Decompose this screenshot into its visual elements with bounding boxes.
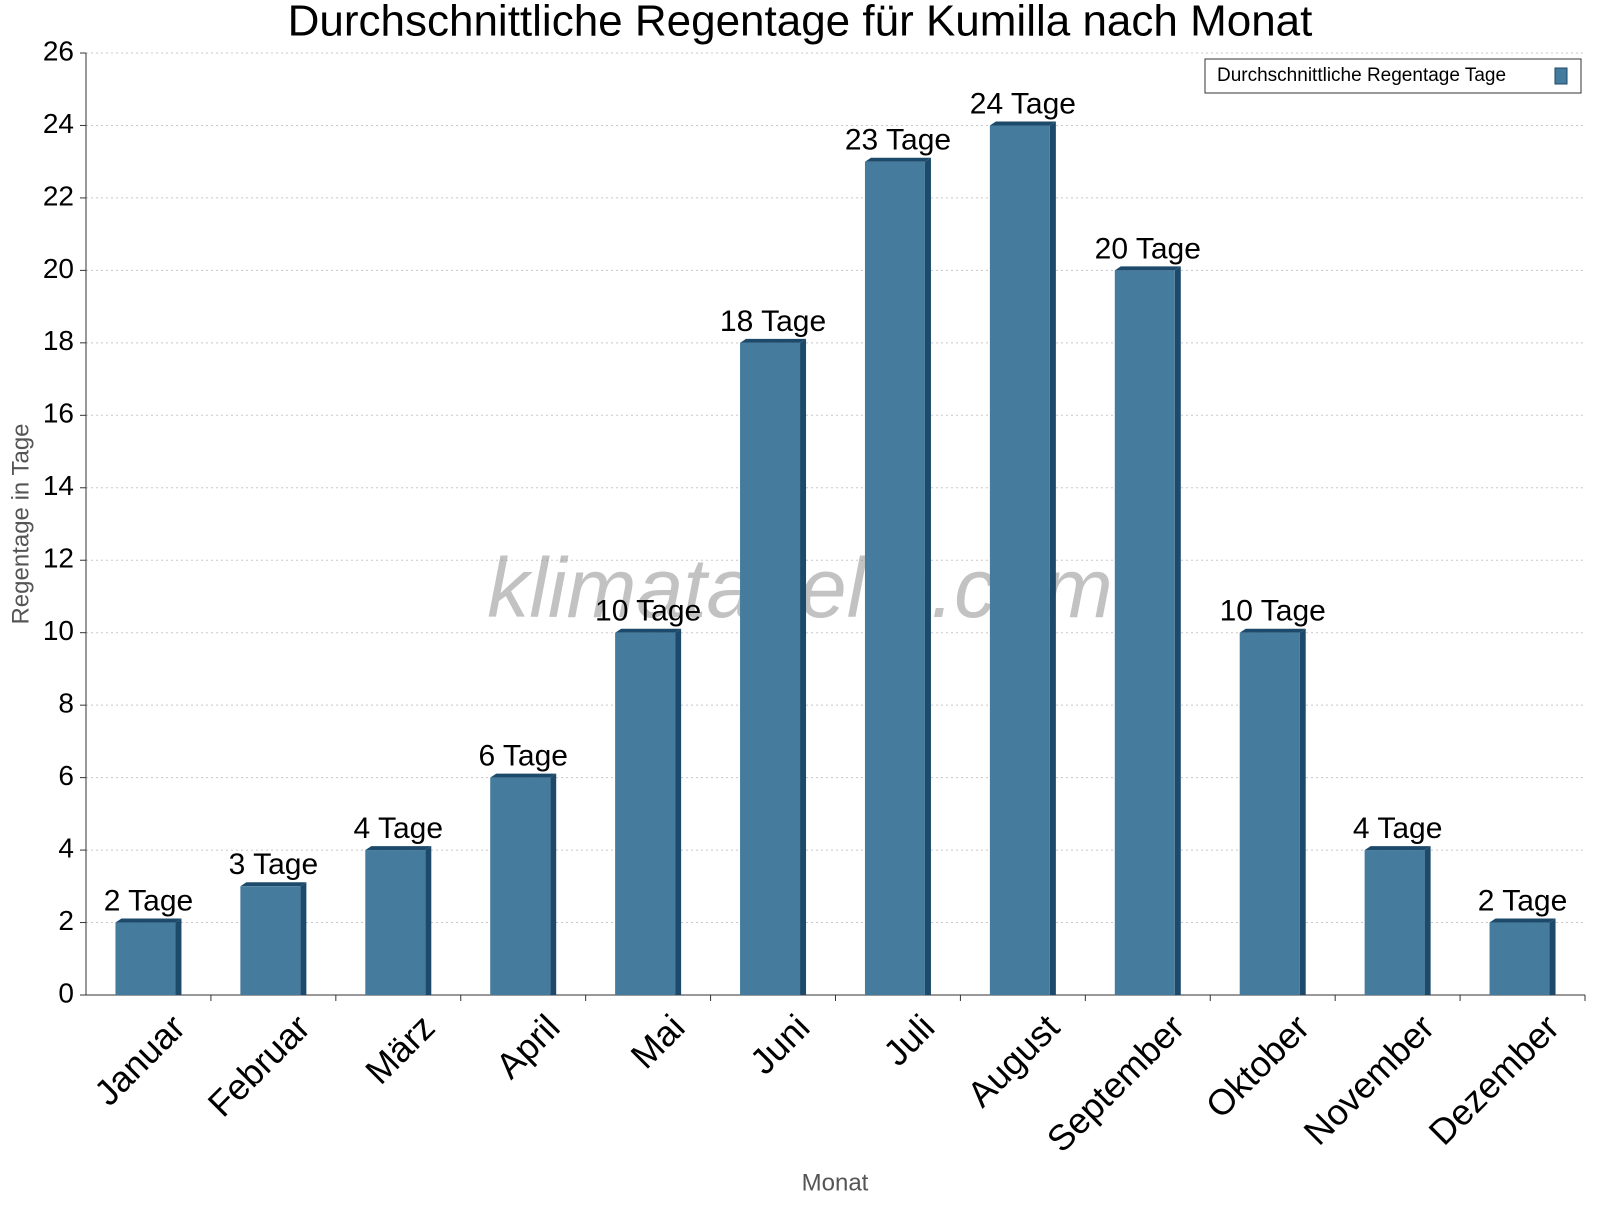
- bar-group: [115, 918, 182, 995]
- bar-top: [365, 846, 432, 851]
- bar-top: [864, 157, 931, 162]
- bar-side: [1549, 918, 1556, 995]
- x-tick-label: April: [488, 1006, 568, 1086]
- data-label: 20 Tage: [1095, 232, 1201, 265]
- bar-top: [1364, 846, 1431, 851]
- bar-side: [924, 157, 931, 995]
- bar: [1114, 270, 1175, 995]
- bar-group: [989, 121, 1056, 995]
- x-axis-label: Monat: [802, 1169, 869, 1196]
- data-label: 4 Tage: [1353, 812, 1443, 845]
- bar-top: [989, 121, 1056, 126]
- bar-side: [1424, 846, 1431, 995]
- bar-group: [615, 628, 682, 995]
- y-tick-label: 20: [43, 253, 74, 284]
- x-tick-label: Mai: [622, 1006, 692, 1076]
- x-tick-label: März: [357, 1006, 443, 1092]
- y-tick-label: 0: [58, 977, 74, 1008]
- y-tick-label: 14: [43, 470, 74, 501]
- legend-box: [1204, 58, 1582, 94]
- bar-group: [1114, 266, 1181, 995]
- bar: [615, 632, 676, 995]
- y-tick-label: 26: [43, 35, 74, 66]
- y-axis-label: Regentage in Tage: [7, 423, 34, 624]
- bar: [740, 342, 801, 995]
- x-tick-label: November: [1296, 1006, 1442, 1152]
- bar: [989, 125, 1050, 995]
- bar-top: [240, 882, 307, 887]
- bar: [1489, 922, 1550, 995]
- bar: [240, 886, 301, 995]
- y-tick-label: 2: [58, 905, 74, 936]
- bar-side: [550, 773, 557, 995]
- bar: [1364, 850, 1425, 995]
- bar-top: [1489, 918, 1556, 923]
- y-tick-label: 12: [43, 543, 74, 574]
- x-tick-label: Juni: [742, 1006, 818, 1082]
- bar-group: [490, 773, 557, 995]
- bar-side: [800, 338, 807, 995]
- bar-side: [1299, 628, 1306, 995]
- bar: [864, 161, 925, 995]
- bar: [365, 850, 426, 995]
- y-tick-label: 24: [43, 108, 74, 139]
- data-label: 6 Tage: [478, 740, 568, 773]
- bar-top: [1114, 266, 1181, 271]
- bar-group: [1489, 918, 1556, 995]
- x-tick-label: Januar: [86, 1006, 193, 1113]
- bar-side: [425, 846, 432, 995]
- bar-top: [740, 338, 807, 343]
- y-tick-label: 22: [43, 180, 74, 211]
- bar-top: [490, 773, 557, 778]
- y-tick-label: 4: [58, 832, 74, 863]
- legend-swatch: [1554, 67, 1568, 85]
- chart-title: Durchschnittliche Regentage für Kumilla …: [288, 0, 1313, 46]
- legend: Durchschnittliche Regentage Tage: [1204, 58, 1582, 94]
- bar: [1239, 632, 1300, 995]
- x-tick-label: Februar: [200, 1006, 318, 1124]
- y-tick-label: 10: [43, 615, 74, 646]
- legend-label: Durchschnittliche Regentage Tage: [1217, 65, 1506, 86]
- bar-group: [240, 882, 307, 995]
- x-tick-label: September: [1039, 1006, 1193, 1160]
- data-label: 3 Tage: [229, 848, 319, 881]
- bar-group: [740, 338, 807, 995]
- bar-group: [864, 157, 931, 995]
- data-label: 10 Tage: [595, 595, 701, 628]
- bar-side: [1174, 266, 1181, 995]
- bar-top: [115, 918, 182, 923]
- y-tick-label: 18: [43, 325, 74, 356]
- data-label: 2 Tage: [104, 884, 194, 917]
- bar-group: [1239, 628, 1306, 995]
- bar: [115, 922, 176, 995]
- data-label: 2 Tage: [1478, 884, 1568, 917]
- y-tick-label: 6: [58, 760, 74, 791]
- bar-top: [1239, 628, 1306, 633]
- data-label: 10 Tage: [1220, 595, 1326, 628]
- bar-group: [365, 846, 432, 995]
- x-tick-label: August: [959, 1006, 1067, 1114]
- y-tick-label: 8: [58, 688, 74, 719]
- x-tick-label: Juli: [875, 1006, 942, 1073]
- x-tick-label: Oktober: [1198, 1006, 1318, 1126]
- bar-side: [1049, 121, 1056, 995]
- x-tick-label: Dezember: [1421, 1006, 1567, 1152]
- bar-side: [175, 918, 182, 995]
- bar-top: [615, 628, 682, 633]
- bar-side: [675, 628, 682, 995]
- data-label: 18 Tage: [720, 305, 826, 338]
- data-label: 24 Tage: [970, 87, 1076, 120]
- data-label: 23 Tage: [845, 124, 951, 157]
- bar-side: [300, 882, 307, 995]
- bar-group: [1364, 846, 1431, 995]
- data-label: 4 Tage: [354, 812, 444, 845]
- bar: [490, 777, 551, 995]
- y-tick-label: 16: [43, 398, 74, 429]
